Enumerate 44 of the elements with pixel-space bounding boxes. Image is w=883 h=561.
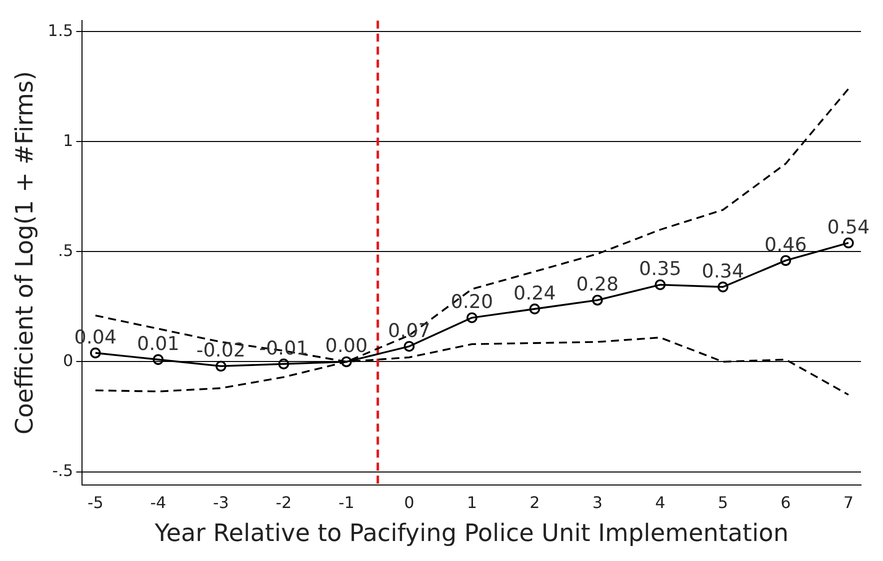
x-tick-label: 1 [466,492,478,512]
x-tick-label: 5 [718,492,728,512]
data-label: 0.28 [576,274,619,296]
point [341,356,352,368]
point [529,304,540,314]
data-label: 0.24 [514,282,556,304]
x-tick-label: 6 [780,492,791,512]
x-tick-label: 7 [843,492,854,512]
y-axis-title: Coefficient of Log(1 + #Firms) [10,71,39,435]
x-tick-label: 4 [655,492,666,512]
data-label: -0.02 [196,340,246,362]
point [216,360,226,372]
x-tick-label: -1 [338,492,354,512]
point [780,255,792,266]
x-tick-label: 0 [404,492,414,512]
x-tick-label: -2 [276,492,292,512]
data-label: 0.54 [827,216,870,238]
data-label: 0.07 [388,320,430,342]
x-tick-label: -5 [87,492,104,512]
data-label: 0.01 [137,332,180,355]
point [592,294,603,306]
point [90,348,101,358]
data-label: 0.00 [325,335,368,358]
point [718,282,728,292]
y-tick-label: 0 [63,350,74,370]
x-tick-label: -4 [150,492,166,512]
point [466,312,478,324]
point [843,237,854,248]
data-label: 0.46 [764,234,807,256]
data-label: 0.34 [702,260,744,282]
y-tick-label: .5 [58,240,74,260]
y-tick-label: 1.5 [48,20,74,40]
data-label: 0.20 [450,291,494,314]
x-axis-title: Year Relative to Pacifying Police Unit Implementation [154,518,789,547]
x-tick-label: 3 [592,492,603,512]
point [654,279,666,290]
x-tick-label: -3 [212,492,229,512]
data-label: 0.35 [639,258,682,280]
y-tick-label: -.5 [52,460,74,480]
point [278,358,290,370]
x-tick-label: 2 [530,492,540,512]
point [152,354,164,365]
y-tick-label: 1 [63,130,74,150]
point [404,340,415,352]
